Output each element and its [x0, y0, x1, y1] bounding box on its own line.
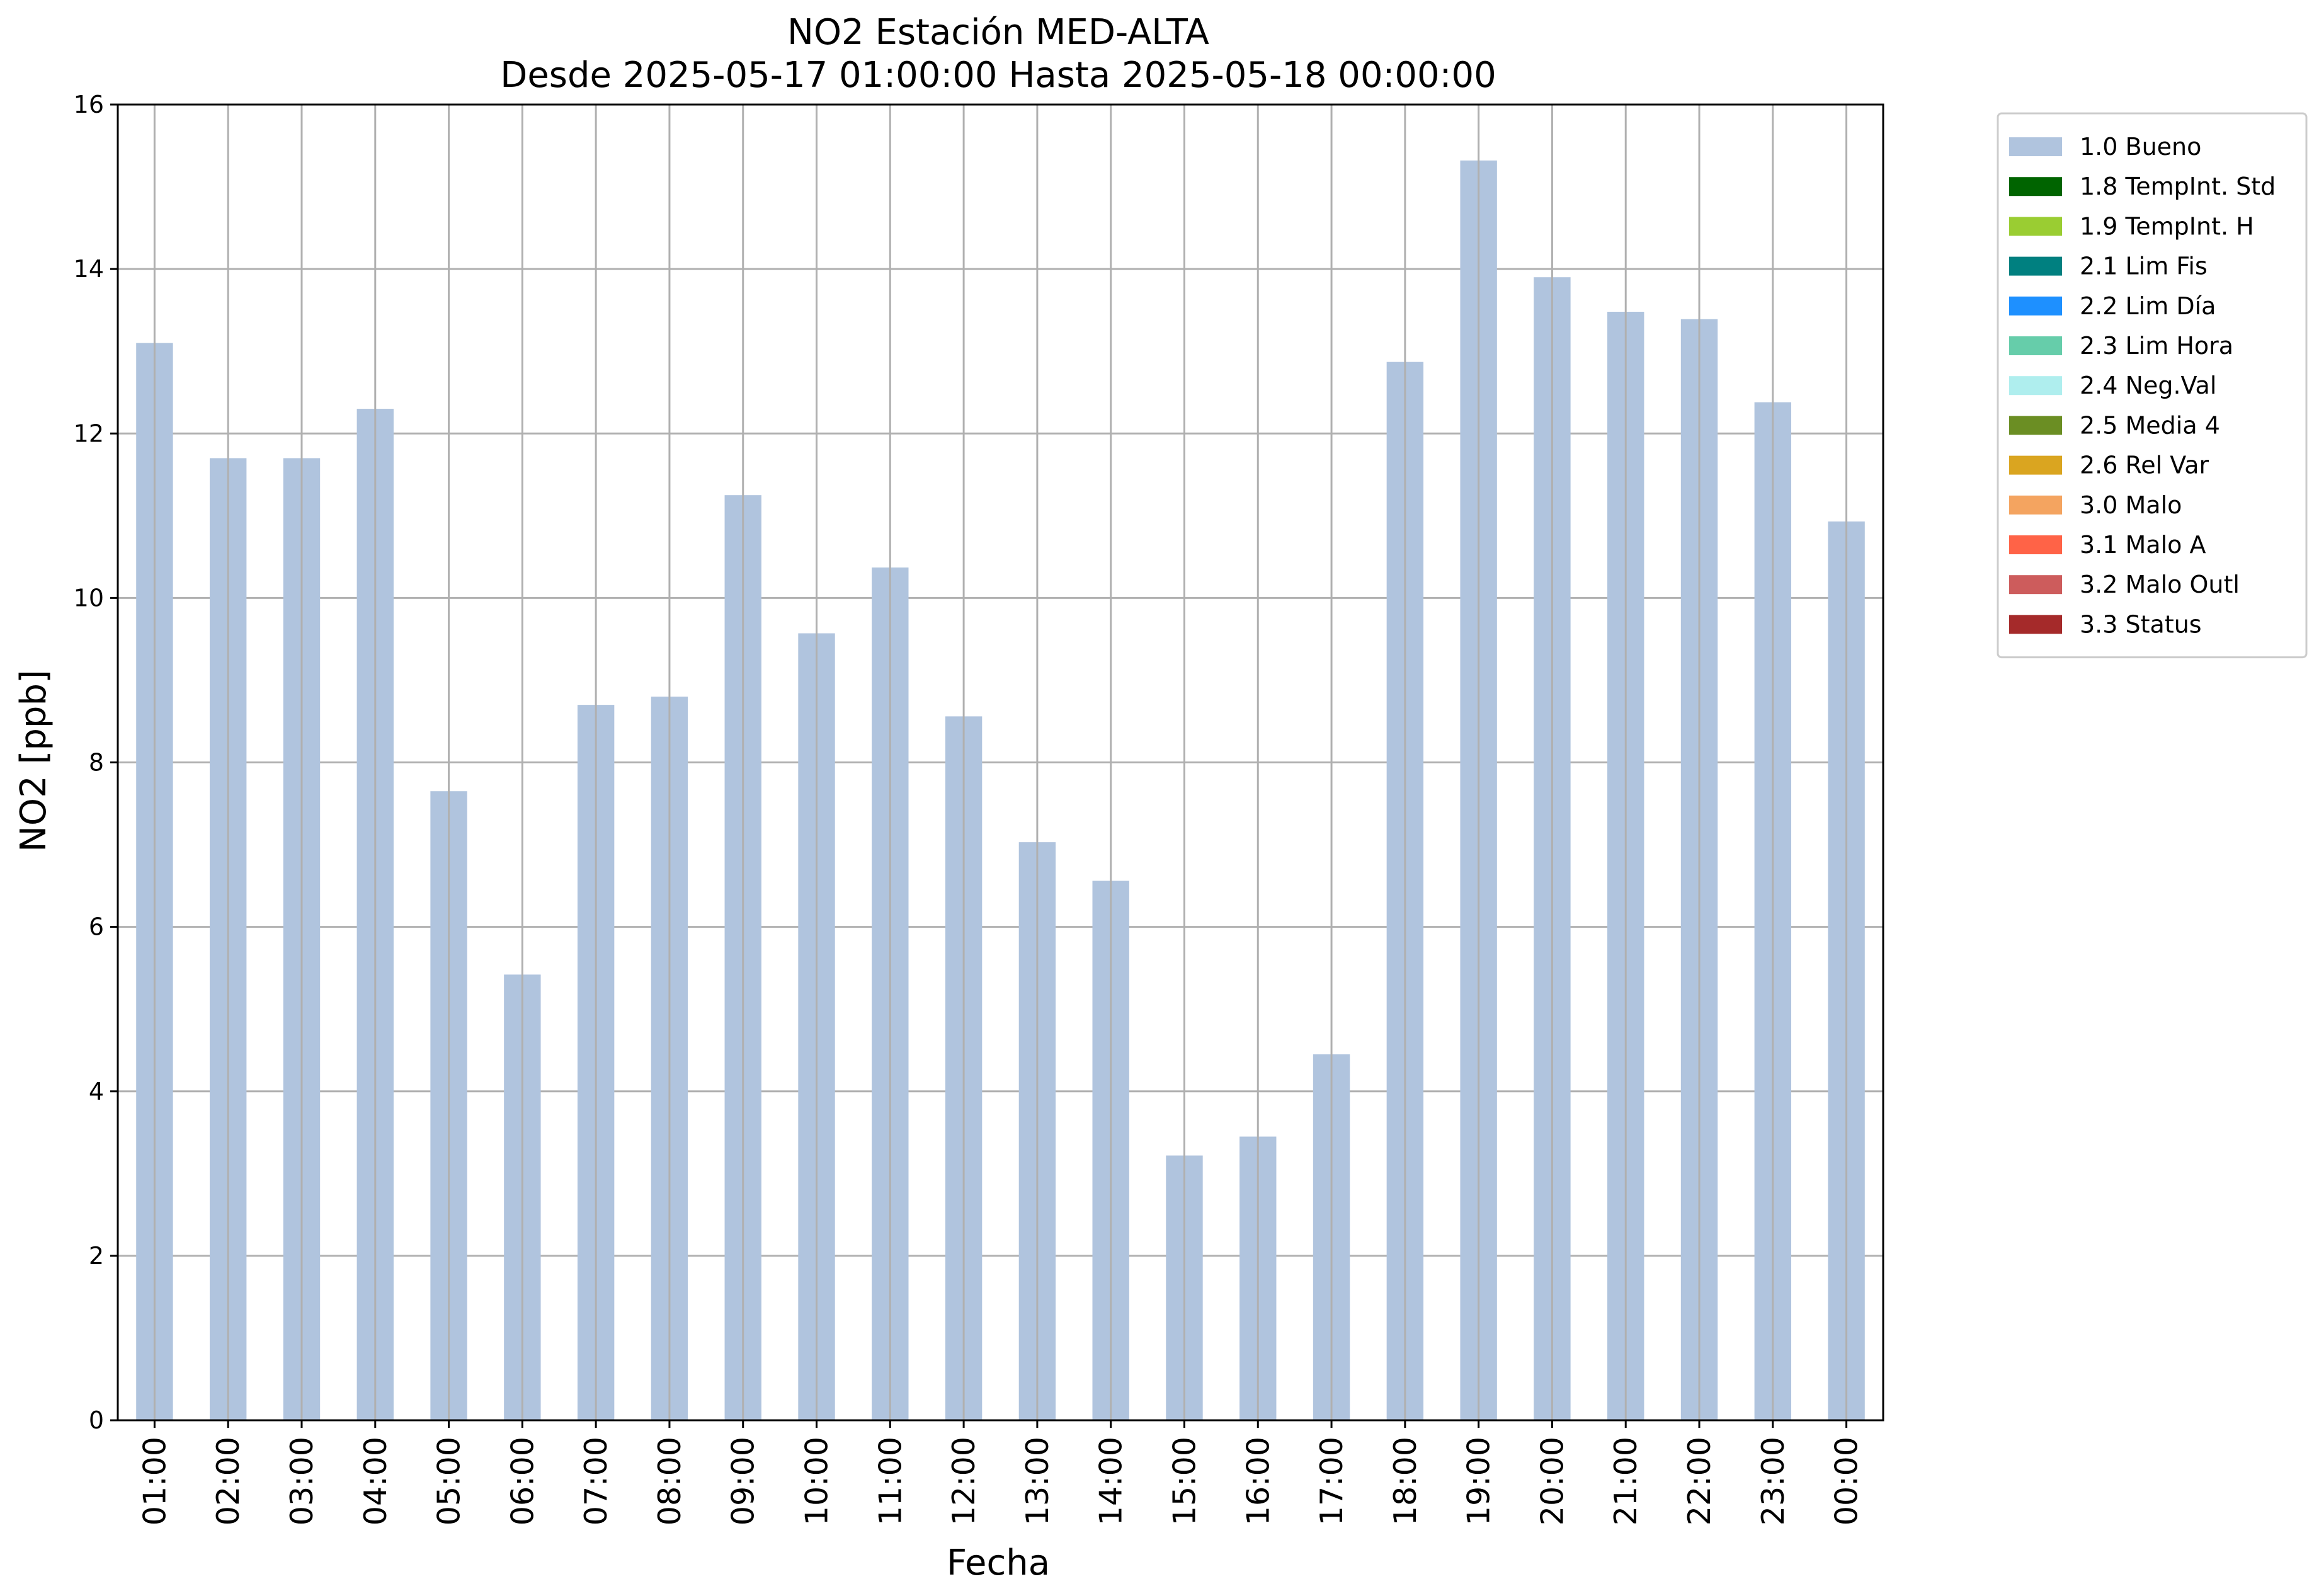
x-tick-label: 01:00 [137, 1437, 173, 1525]
x-tick-label: 21:00 [1608, 1437, 1644, 1525]
legend-swatch [2009, 256, 2062, 276]
y-tick-label: 14 [74, 255, 104, 283]
legend-box [1997, 112, 2308, 659]
legend-label: 2.2 Lim Día [2080, 292, 2216, 320]
y-tick-label: 2 [89, 1242, 104, 1270]
legend-label: 2.1 Lim Fis [2080, 253, 2208, 280]
x-tick-label: 05:00 [431, 1437, 467, 1525]
legend-swatch [2009, 615, 2062, 634]
x-tick-label: 22:00 [1682, 1437, 1718, 1525]
legend-label: 3.3 Status [2080, 610, 2202, 638]
chart-subtitle: Desde 2025-05-17 01:00:00 Hasta 2025-05-… [500, 55, 1496, 96]
legend-label: 2.5 Media 4 [2080, 411, 2220, 439]
y-tick-label: 16 [74, 91, 104, 118]
legend-swatch [2009, 177, 2062, 197]
legend-label: 2.6 Rel Var [2080, 452, 2209, 479]
x-tick-label: 19:00 [1461, 1437, 1497, 1525]
legend-swatch [2009, 217, 2062, 236]
x-tick-label: 11:00 [872, 1437, 908, 1525]
x-tick-label: 12:00 [946, 1437, 982, 1525]
x-axis-label: Fecha [947, 1542, 1050, 1583]
legend-label: 1.8 TempInt. Std [2080, 173, 2276, 200]
y-tick-label: 10 [74, 584, 104, 612]
y-tick-label: 6 [89, 913, 104, 941]
x-tick-label: 02:00 [210, 1437, 246, 1525]
x-tick-label: 08:00 [652, 1437, 688, 1525]
y-axis: 0 2 4 6 8 10 12 14 16 [74, 91, 118, 1434]
x-tick-label: 00:00 [1829, 1437, 1865, 1525]
x-tick-label: 16:00 [1240, 1437, 1276, 1525]
legend-label: 1.9 TempInt. H [2080, 212, 2254, 240]
legend-label: 2.4 Neg.Val [2080, 372, 2216, 399]
y-axis-label: NO2 [ppb] [13, 670, 54, 852]
x-tick-label: 13:00 [1020, 1437, 1056, 1525]
legend-swatch [2009, 336, 2062, 355]
chart-title: NO2 Estación MED-ALTA [787, 12, 1209, 53]
legend-label: 3.2 Malo Outl [2080, 571, 2240, 598]
legend-swatch [2009, 376, 2062, 396]
x-tick-label: 04:00 [358, 1437, 394, 1525]
x-axis: 01:00 02:00 03:00 04:00 05:00 06:00 07:00 08:00… [137, 1420, 1865, 1525]
legend-swatch [2009, 137, 2062, 156]
legend-swatch [2009, 296, 2062, 316]
legend-swatch [2009, 575, 2062, 595]
legend-swatch [2009, 495, 2062, 515]
y-tick-label: 8 [89, 749, 104, 777]
x-tick-label: 07:00 [578, 1437, 614, 1525]
x-tick-label: 17:00 [1314, 1437, 1350, 1525]
legend-label: 3.0 Malo [2080, 491, 2182, 519]
x-tick-label: 09:00 [726, 1437, 761, 1525]
legend: 1.0 Bueno 1.8 TempInt. Std 1.9 TempInt. H 2… [1997, 112, 2308, 659]
x-tick-label: 10:00 [799, 1437, 835, 1525]
vertical-grid [153, 105, 1848, 1420]
y-tick-label: 4 [89, 1078, 104, 1105]
legend-label: 2.3 Lim Hora [2080, 332, 2233, 360]
x-tick-label: 06:00 [504, 1437, 540, 1525]
x-tick-label: 20:00 [1534, 1437, 1570, 1525]
x-tick-label: 03:00 [284, 1437, 320, 1525]
y-tick-label: 0 [89, 1406, 104, 1434]
legend-swatch [2009, 455, 2062, 475]
y-tick-label: 12 [74, 419, 104, 447]
legend-swatch [2009, 535, 2062, 554]
x-tick-label: 15:00 [1166, 1437, 1202, 1525]
x-tick-label: 23:00 [1755, 1437, 1791, 1525]
legend-label: 1.0 Bueno [2080, 133, 2201, 161]
x-tick-label: 14:00 [1093, 1437, 1129, 1525]
legend-swatch [2009, 416, 2062, 435]
x-tick-label: 18:00 [1387, 1437, 1423, 1525]
legend-label: 3.1 Malo A [2080, 531, 2206, 559]
